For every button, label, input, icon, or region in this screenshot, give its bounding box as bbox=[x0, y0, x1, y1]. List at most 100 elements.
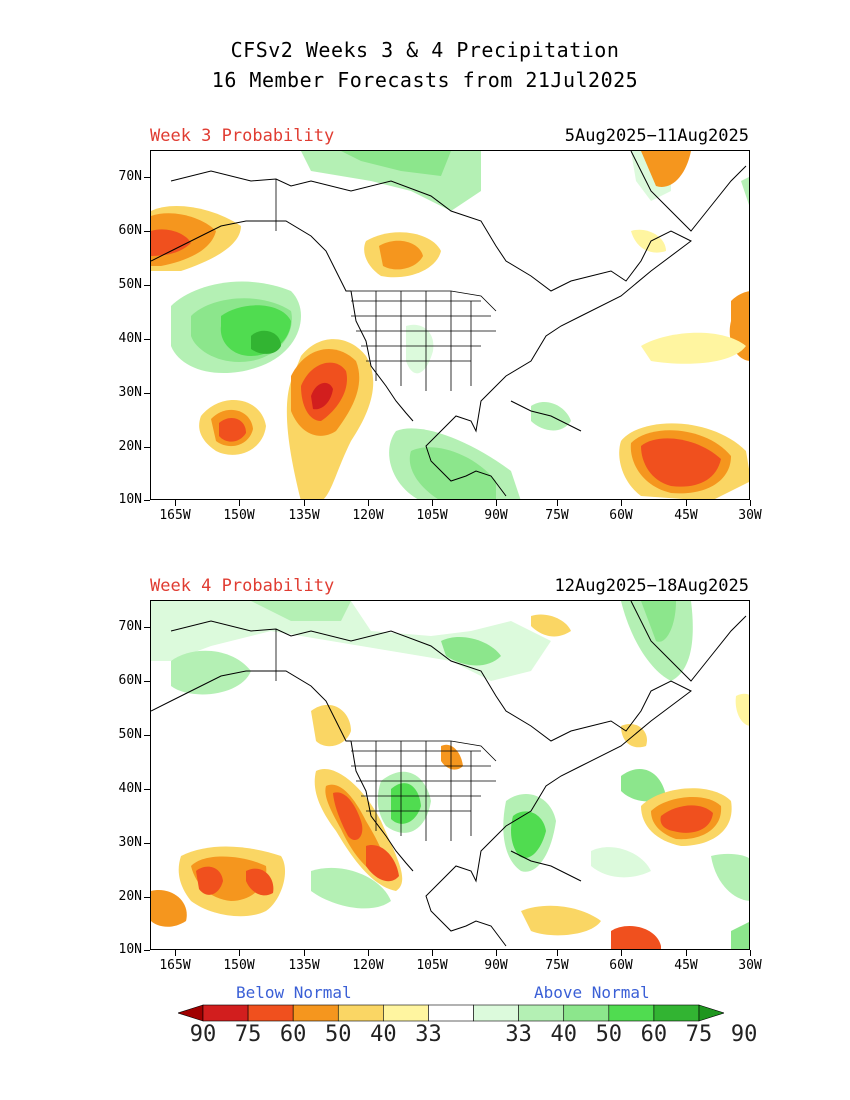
legend-value: 75 bbox=[234, 1022, 262, 1047]
longitude-tick bbox=[175, 950, 176, 956]
longitude-tick bbox=[621, 500, 622, 506]
longitude-label: 150W bbox=[223, 958, 255, 973]
latitude-tick bbox=[144, 789, 150, 790]
legend-value: 50 bbox=[325, 1022, 352, 1047]
week3-panel-dates: 5Aug2025−11Aug2025 bbox=[564, 126, 749, 146]
below-normal-caption: Below Normal bbox=[236, 983, 352, 1002]
latitude-label: 10N bbox=[118, 492, 142, 507]
latitude-label: 40N bbox=[118, 781, 142, 796]
state-borders bbox=[275, 179, 497, 391]
week3-map bbox=[150, 150, 750, 500]
week3-panel-label: Week 3 Probability bbox=[150, 126, 335, 146]
below-normal-areas bbox=[151, 614, 749, 949]
latitude-tick bbox=[144, 950, 150, 951]
week4-panel-label: Week 4 Probability bbox=[150, 576, 335, 596]
legend-swatch bbox=[473, 1004, 519, 1022]
legend-swatch bbox=[428, 1004, 474, 1022]
longitude-label: 75W bbox=[545, 508, 569, 523]
longitude-tick bbox=[750, 950, 751, 956]
legend-value: 60 bbox=[279, 1022, 307, 1047]
latitude-label: 20N bbox=[118, 439, 142, 454]
longitude-label: 30W bbox=[738, 958, 762, 973]
longitude-tick bbox=[557, 950, 558, 956]
longitude-label: 30W bbox=[738, 508, 762, 523]
chart-title-line2: 16 Member Forecasts from 21Jul2025 bbox=[211, 68, 639, 92]
longitude-tick bbox=[496, 500, 497, 506]
latitude-label: 40N bbox=[118, 331, 142, 346]
legend-swatch bbox=[518, 1004, 565, 1022]
longitude-label: 150W bbox=[223, 508, 255, 523]
legend-swatch bbox=[608, 1004, 655, 1022]
state-borders bbox=[275, 629, 497, 841]
latitude-tick bbox=[144, 231, 150, 232]
longitude-tick bbox=[432, 950, 433, 956]
legend-value: 60 bbox=[640, 1022, 668, 1047]
longitude-label: 135W bbox=[288, 958, 320, 973]
longitude-tick bbox=[686, 500, 687, 506]
legend-arrow-right bbox=[698, 1004, 724, 1022]
longitude-tick bbox=[304, 950, 305, 956]
longitude-tick bbox=[239, 500, 240, 506]
latitude-label: 10N bbox=[118, 942, 142, 957]
legend-value: 75 bbox=[685, 1022, 713, 1047]
longitude-tick bbox=[686, 950, 687, 956]
legend-swatch bbox=[247, 1004, 294, 1022]
latitude-label: 30N bbox=[118, 835, 142, 850]
legend-swatch bbox=[653, 1004, 700, 1022]
latitude-tick bbox=[144, 177, 150, 178]
coastlines bbox=[151, 151, 747, 497]
latitude-tick bbox=[144, 681, 150, 682]
longitude-label: 120W bbox=[352, 958, 384, 973]
latitude-tick bbox=[144, 843, 150, 844]
latitude-label: 60N bbox=[118, 673, 142, 688]
legend-value: 33 bbox=[415, 1022, 442, 1047]
legend-value: 40 bbox=[370, 1022, 397, 1047]
legend-swatch bbox=[292, 1004, 339, 1022]
longitude-tick bbox=[175, 500, 176, 506]
legend-value: 40 bbox=[550, 1022, 577, 1047]
legend-swatch bbox=[563, 1004, 610, 1022]
longitude-label: 75W bbox=[545, 958, 569, 973]
longitude-label: 105W bbox=[416, 508, 448, 523]
longitude-tick bbox=[496, 950, 497, 956]
latitude-tick bbox=[144, 393, 150, 394]
above-normal-caption: Above Normal bbox=[534, 983, 650, 1002]
legend-arrow-left bbox=[178, 1004, 204, 1022]
legend-swatch bbox=[383, 1004, 429, 1022]
latitude-tick bbox=[144, 285, 150, 286]
latitude-label: 50N bbox=[118, 727, 142, 742]
longitude-tick bbox=[750, 500, 751, 506]
longitude-label: 60W bbox=[609, 958, 633, 973]
probability-legend bbox=[178, 1003, 724, 1023]
longitude-label: 90W bbox=[484, 958, 508, 973]
longitude-tick bbox=[239, 950, 240, 956]
longitude-label: 165W bbox=[159, 958, 191, 973]
legend-value: 50 bbox=[595, 1022, 623, 1047]
legend-value: 90 bbox=[730, 1022, 758, 1047]
below-normal-areas bbox=[151, 151, 749, 499]
latitude-tick bbox=[144, 897, 150, 898]
longitude-tick bbox=[304, 500, 305, 506]
coastlines bbox=[151, 601, 747, 947]
above-normal-areas bbox=[171, 151, 749, 499]
latitude-label: 70N bbox=[118, 619, 142, 634]
legend-swatch bbox=[202, 1004, 249, 1022]
chart-title-line1: CFSv2 Weeks 3 & 4 Precipitation bbox=[230, 38, 620, 62]
longitude-tick bbox=[557, 500, 558, 506]
latitude-label: 60N bbox=[118, 223, 142, 238]
latitude-tick bbox=[144, 339, 150, 340]
longitude-label: 60W bbox=[609, 508, 633, 523]
longitude-label: 165W bbox=[159, 508, 191, 523]
latitude-tick bbox=[144, 735, 150, 736]
longitude-label: 90W bbox=[484, 508, 508, 523]
longitude-tick bbox=[621, 950, 622, 956]
latitude-label: 20N bbox=[118, 889, 142, 904]
longitude-tick bbox=[368, 500, 369, 506]
longitude-label: 45W bbox=[674, 958, 698, 973]
legend-value: 90 bbox=[189, 1022, 217, 1047]
week4-map bbox=[150, 600, 750, 950]
latitude-tick bbox=[144, 627, 150, 628]
week4-panel-dates: 12Aug2025−18Aug2025 bbox=[554, 576, 749, 596]
latitude-tick bbox=[144, 447, 150, 448]
longitude-label: 105W bbox=[416, 958, 448, 973]
